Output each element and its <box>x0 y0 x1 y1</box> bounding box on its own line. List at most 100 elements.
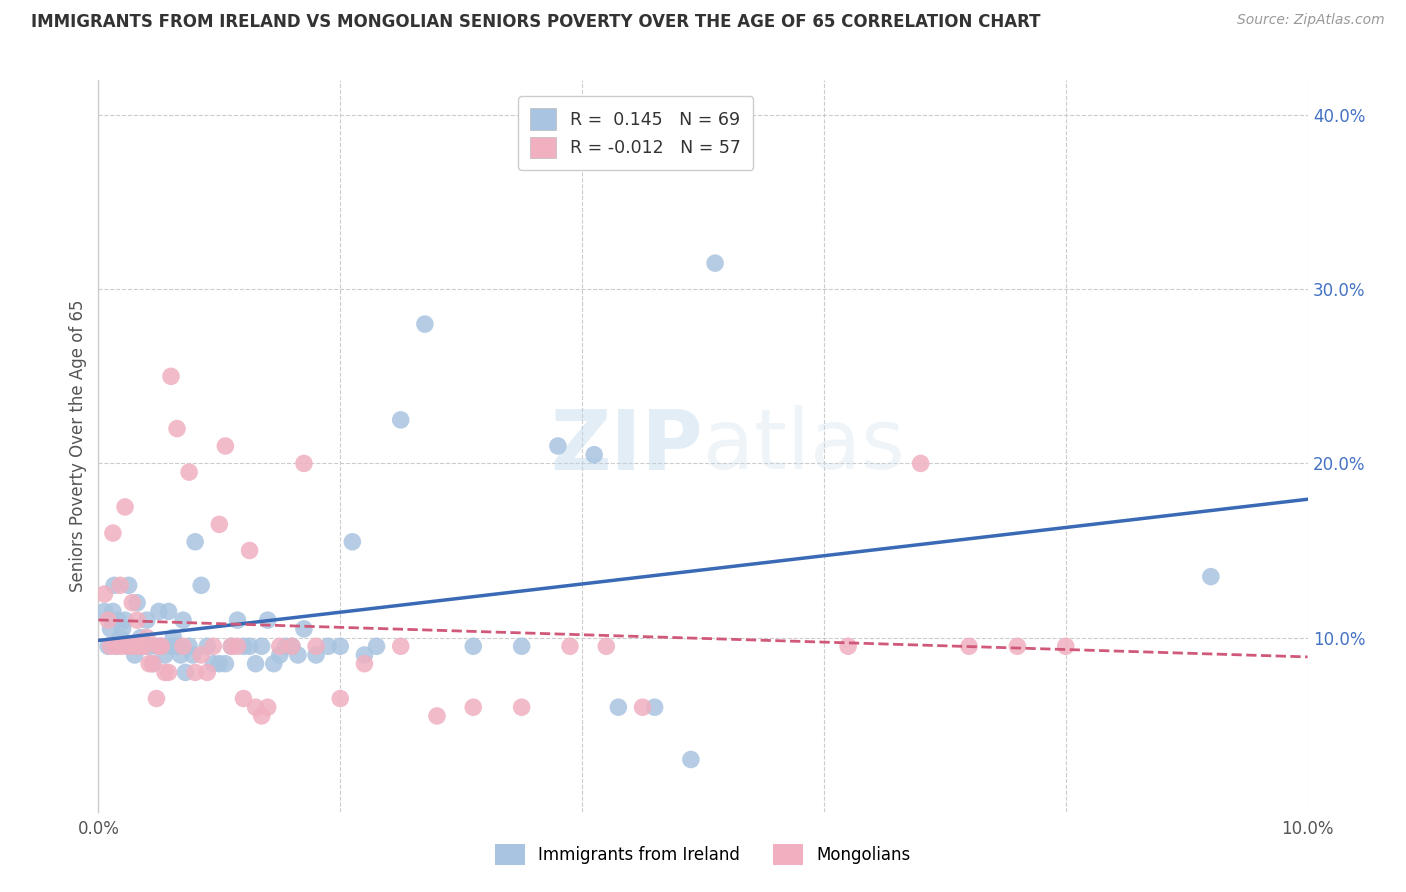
Point <box>174 665 197 680</box>
Point <box>353 648 375 662</box>
Point <box>108 578 131 592</box>
Point <box>162 631 184 645</box>
Point <box>101 604 124 618</box>
Point <box>547 439 569 453</box>
Y-axis label: Seniors Poverty Over the Age of 65: Seniors Poverty Over the Age of 65 <box>69 300 87 592</box>
Point <box>148 640 170 654</box>
Point <box>292 622 315 636</box>
Point <box>134 640 156 654</box>
Point <box>166 640 188 654</box>
Point <box>704 256 727 270</box>
Point <box>111 640 134 654</box>
Point <box>1199 569 1222 583</box>
Point <box>118 640 141 654</box>
Point <box>389 640 412 654</box>
Point <box>316 640 339 654</box>
Point <box>101 526 124 541</box>
Point <box>342 534 364 549</box>
Point <box>150 640 173 654</box>
Point <box>957 640 980 654</box>
Point <box>595 640 617 654</box>
Point <box>135 631 157 645</box>
Point <box>305 640 328 654</box>
Point <box>463 700 485 714</box>
Point <box>160 640 183 654</box>
Point <box>679 752 702 766</box>
Point <box>181 648 204 662</box>
Point <box>631 700 654 714</box>
Point <box>108 631 131 645</box>
Point <box>558 640 581 654</box>
Point <box>105 640 128 654</box>
Point <box>329 691 352 706</box>
Point <box>250 709 273 723</box>
Point <box>134 640 156 654</box>
Text: IMMIGRANTS FROM IRELAND VS MONGOLIAN SENIORS POVERTY OVER THE AGE OF 65 CORRELAT: IMMIGRANTS FROM IRELAND VS MONGOLIAN SEN… <box>31 13 1040 31</box>
Point <box>105 640 128 654</box>
Point <box>166 421 188 435</box>
Point <box>250 640 273 654</box>
Point <box>256 700 278 714</box>
Point <box>353 657 375 671</box>
Point <box>157 665 180 680</box>
Point <box>107 613 129 627</box>
Point <box>269 648 291 662</box>
Text: ZIP: ZIP <box>551 406 703 486</box>
Point <box>208 657 231 671</box>
Point <box>179 640 201 654</box>
Point <box>172 613 194 627</box>
Point <box>121 640 143 654</box>
Point <box>232 691 254 706</box>
Point <box>245 700 267 714</box>
Text: atlas: atlas <box>703 406 904 486</box>
Point <box>239 640 262 654</box>
Point <box>169 648 191 662</box>
Point <box>118 578 141 592</box>
Point <box>644 700 666 714</box>
Point <box>607 700 630 714</box>
Legend: R =  0.145   N = 69, R = -0.012   N = 57: R = 0.145 N = 69, R = -0.012 N = 57 <box>519 96 754 169</box>
Point <box>150 640 173 654</box>
Point <box>221 640 243 654</box>
Point <box>269 640 291 654</box>
Point <box>1007 640 1029 654</box>
Point <box>100 640 122 654</box>
Point <box>1054 640 1077 654</box>
Point <box>121 596 143 610</box>
Point <box>160 369 183 384</box>
Point <box>129 631 152 645</box>
Point <box>114 613 136 627</box>
Point <box>214 439 236 453</box>
Point <box>226 640 249 654</box>
Point <box>93 587 115 601</box>
Point <box>179 465 201 479</box>
Point <box>145 691 167 706</box>
Point <box>245 657 267 671</box>
Point <box>145 640 167 654</box>
Point <box>148 604 170 618</box>
Point <box>426 709 449 723</box>
Point <box>292 457 315 471</box>
Point <box>93 604 115 618</box>
Point <box>463 640 485 654</box>
Point <box>103 578 125 592</box>
Point <box>413 317 436 331</box>
Point <box>281 640 304 654</box>
Point <box>97 640 120 654</box>
Point <box>232 640 254 654</box>
Point <box>172 640 194 654</box>
Point <box>135 613 157 627</box>
Point <box>274 640 297 654</box>
Point <box>195 640 218 654</box>
Point <box>305 648 328 662</box>
Point <box>366 640 388 654</box>
Point <box>184 665 207 680</box>
Point <box>124 640 146 654</box>
Point <box>329 640 352 654</box>
Point <box>111 622 134 636</box>
Point <box>97 613 120 627</box>
Point <box>100 622 122 636</box>
Point <box>129 640 152 654</box>
Point <box>583 448 606 462</box>
Point <box>184 534 207 549</box>
